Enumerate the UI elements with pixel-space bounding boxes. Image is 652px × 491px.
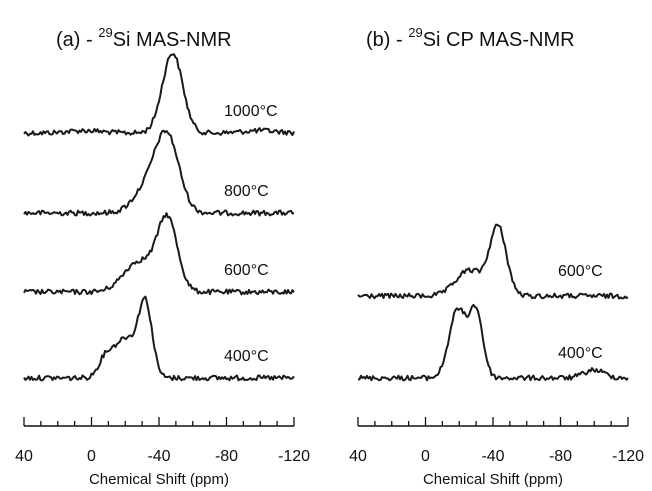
temperature-label: 800°C — [224, 183, 269, 200]
x-tick-label: 0 — [421, 448, 430, 465]
temperature-label: 600°C — [224, 262, 269, 279]
panel-a-title: (a) - 29Si MAS-NMR — [56, 25, 232, 51]
panel-a-x-axis-title: Chemical Shift (ppm) — [89, 471, 229, 488]
panel-b: (b) - 29Si CP MAS-NMR 40 0 -40 -80 -120 600°… — [349, 25, 644, 488]
spectrum-trace — [23, 129, 295, 217]
panel-b-ticks: 40 0 -40 -80 -120 — [349, 417, 644, 465]
x-tick-label: -40 — [481, 448, 504, 465]
panel-b-temperature-labels: 600°C 400°C — [558, 263, 603, 362]
spectrum-trace — [23, 212, 295, 296]
x-tick-label: -80 — [215, 448, 238, 465]
x-tick-label: -120 — [278, 448, 310, 465]
x-tick-label: 40 — [15, 448, 33, 465]
spectrum-trace — [23, 295, 295, 382]
temperature-label: 600°C — [558, 263, 603, 280]
panel-b-traces — [357, 223, 629, 382]
temperature-label: 400°C — [558, 345, 603, 362]
x-tick-label: 40 — [349, 448, 367, 465]
temperature-label: 1000°C — [224, 103, 278, 120]
temperature-label: 400°C — [224, 348, 269, 365]
x-tick-label: 0 — [87, 448, 96, 465]
panel-a: (a) - 29Si MAS-NMR 40 0 -40 -80 -120 1000°C 8… — [15, 25, 310, 488]
x-tick-label: -40 — [147, 448, 170, 465]
x-tick-label: -120 — [612, 448, 644, 465]
panel-a-temperature-labels: 1000°C 800°C 600°C 400°C — [224, 103, 278, 365]
panel-a-traces — [23, 53, 295, 382]
spectrum-trace — [358, 303, 629, 382]
panel-b-x-axis-title: Chemical Shift (ppm) — [423, 471, 563, 488]
panel-a-ticks: 40 0 -40 -80 -120 — [15, 417, 310, 465]
x-tick-label: -80 — [549, 448, 572, 465]
spectrum-trace — [23, 53, 295, 137]
spectrum-trace — [357, 223, 629, 300]
panel-b-title: (b) - 29Si CP MAS-NMR — [366, 25, 575, 51]
